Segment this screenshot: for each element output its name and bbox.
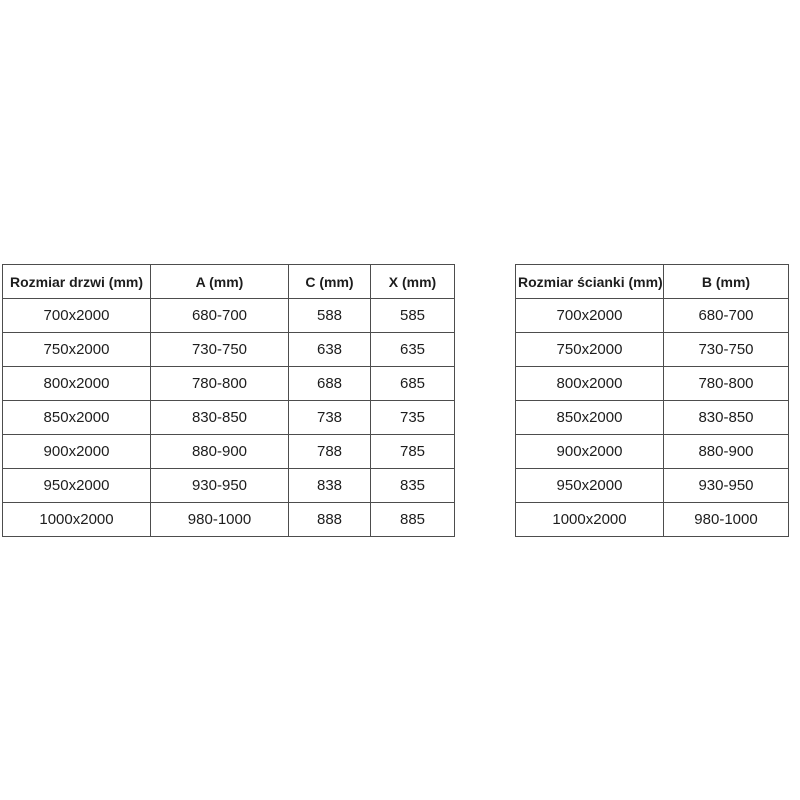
table-cell: 730-750 (663, 332, 789, 367)
column-header-rozmiar-drzwi: Rozmiar drzwi (mm) (2, 264, 151, 299)
table-cell: 830-850 (663, 400, 789, 435)
table-cell: 700x2000 (2, 298, 151, 333)
table-cell: 950x2000 (2, 468, 151, 503)
table-row: 950x2000 930-950 (515, 468, 789, 503)
table-cell: 930-950 (150, 468, 289, 503)
table-cell: 680-700 (150, 298, 289, 333)
column-header-rozmiar-scianki: Rozmiar ścianki (mm) (515, 264, 664, 299)
table-cell: 1000x2000 (2, 502, 151, 537)
table-row: 900x2000 880-900 788 785 (2, 434, 455, 469)
table-cell: 680-700 (663, 298, 789, 333)
table-row: 750x2000 730-750 638 635 (2, 332, 455, 367)
table-cell: 900x2000 (2, 434, 151, 469)
table-cell: 688 (288, 366, 371, 401)
table-row: 1000x2000 980-1000 (515, 502, 789, 537)
table-row: 700x2000 680-700 (515, 298, 789, 333)
table-cell: 685 (370, 366, 455, 401)
table-cell: 800x2000 (2, 366, 151, 401)
column-header-b: B (mm) (663, 264, 789, 299)
table-cell: 638 (288, 332, 371, 367)
table-row: 1000x2000 980-1000 888 885 (2, 502, 455, 537)
table-cell: 930-950 (663, 468, 789, 503)
table-cell: 980-1000 (150, 502, 289, 537)
wall-size-table: Rozmiar ścianki (mm) B (mm) 700x2000 680… (515, 264, 789, 537)
table-cell: 838 (288, 468, 371, 503)
table-cell: 980-1000 (663, 502, 789, 537)
table-cell: 738 (288, 400, 371, 435)
table-row: 700x2000 680-700 588 585 (2, 298, 455, 333)
table-row: 950x2000 930-950 838 835 (2, 468, 455, 503)
table-cell: 800x2000 (515, 366, 664, 401)
table-row: 800x2000 780-800 688 685 (2, 366, 455, 401)
table-cell: 1000x2000 (515, 502, 664, 537)
table-row: 750x2000 730-750 (515, 332, 789, 367)
column-header-x: X (mm) (370, 264, 455, 299)
door-size-table: Rozmiar drzwi (mm) A (mm) C (mm) X (mm) … (2, 264, 455, 537)
table-cell: 880-900 (663, 434, 789, 469)
table-cell: 635 (370, 332, 455, 367)
table-cell: 888 (288, 502, 371, 537)
table-cell: 885 (370, 502, 455, 537)
table-cell: 880-900 (150, 434, 289, 469)
table-cell: 785 (370, 434, 455, 469)
table-cell: 830-850 (150, 400, 289, 435)
column-header-a: A (mm) (150, 264, 289, 299)
table-row: 900x2000 880-900 (515, 434, 789, 469)
table-cell: 850x2000 (2, 400, 151, 435)
table-header-row: Rozmiar drzwi (mm) A (mm) C (mm) X (mm) (2, 264, 455, 299)
column-header-c: C (mm) (288, 264, 371, 299)
table-cell: 750x2000 (515, 332, 664, 367)
table-cell: 780-800 (663, 366, 789, 401)
table-cell: 585 (370, 298, 455, 333)
table-cell: 850x2000 (515, 400, 664, 435)
table-cell: 788 (288, 434, 371, 469)
table-row: 850x2000 830-850 (515, 400, 789, 435)
table-cell: 750x2000 (2, 332, 151, 367)
table-cell: 730-750 (150, 332, 289, 367)
table-cell: 900x2000 (515, 434, 664, 469)
table-cell: 780-800 (150, 366, 289, 401)
table-cell: 588 (288, 298, 371, 333)
table-row: 800x2000 780-800 (515, 366, 789, 401)
table-cell: 835 (370, 468, 455, 503)
table-cell: 950x2000 (515, 468, 664, 503)
table-row: 850x2000 830-850 738 735 (2, 400, 455, 435)
table-cell: 735 (370, 400, 455, 435)
table-header-row: Rozmiar ścianki (mm) B (mm) (515, 264, 789, 299)
table-cell: 700x2000 (515, 298, 664, 333)
